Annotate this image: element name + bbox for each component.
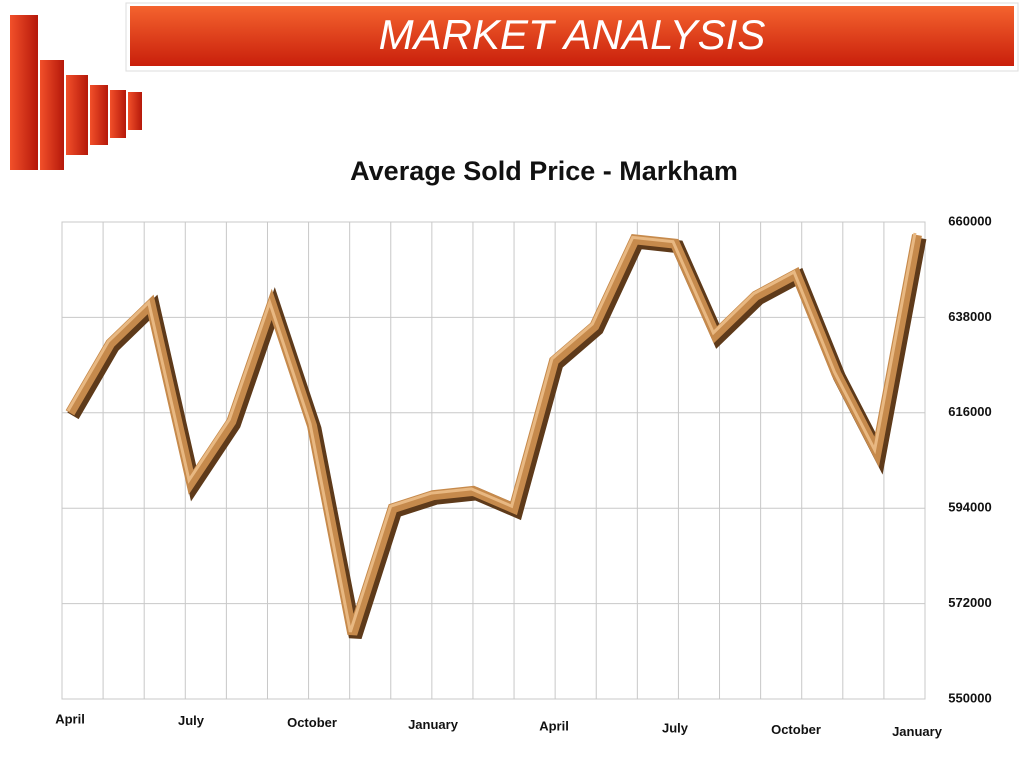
line-highlight [66, 232, 917, 633]
x-tick-label: April [55, 711, 85, 726]
y-tick-label: 550000 [948, 690, 991, 705]
plot: 550000 572000 594000 616000 638000 660000 Apri… [55, 213, 992, 739]
y-tick-label: 616000 [948, 404, 991, 419]
x-tick-label: April [539, 719, 569, 734]
banner [130, 6, 1014, 66]
logo-bar [128, 92, 142, 130]
y-tick-label: 638000 [948, 309, 991, 324]
chart-title: Average Sold Price - Markham [350, 156, 738, 186]
y-tick-label: 660000 [948, 213, 991, 228]
logo-bar [10, 15, 38, 170]
y-tick-label: 594000 [948, 500, 991, 515]
logo-bar [90, 85, 108, 145]
x-tick-label: October [771, 722, 821, 737]
x-tick-label: January [892, 724, 943, 739]
slide-title: MARKET ANALYSIS [379, 11, 766, 58]
x-tick-label: October [287, 715, 337, 730]
x-tick-label: July [178, 713, 205, 728]
y-tick-label: 572000 [948, 595, 991, 610]
x-tick-label: January [408, 717, 459, 732]
logo-bar [66, 75, 88, 155]
logo-bar [40, 60, 64, 170]
logo-bar [110, 90, 126, 138]
x-tick-label: July [662, 720, 689, 735]
logo-bars [10, 15, 142, 170]
